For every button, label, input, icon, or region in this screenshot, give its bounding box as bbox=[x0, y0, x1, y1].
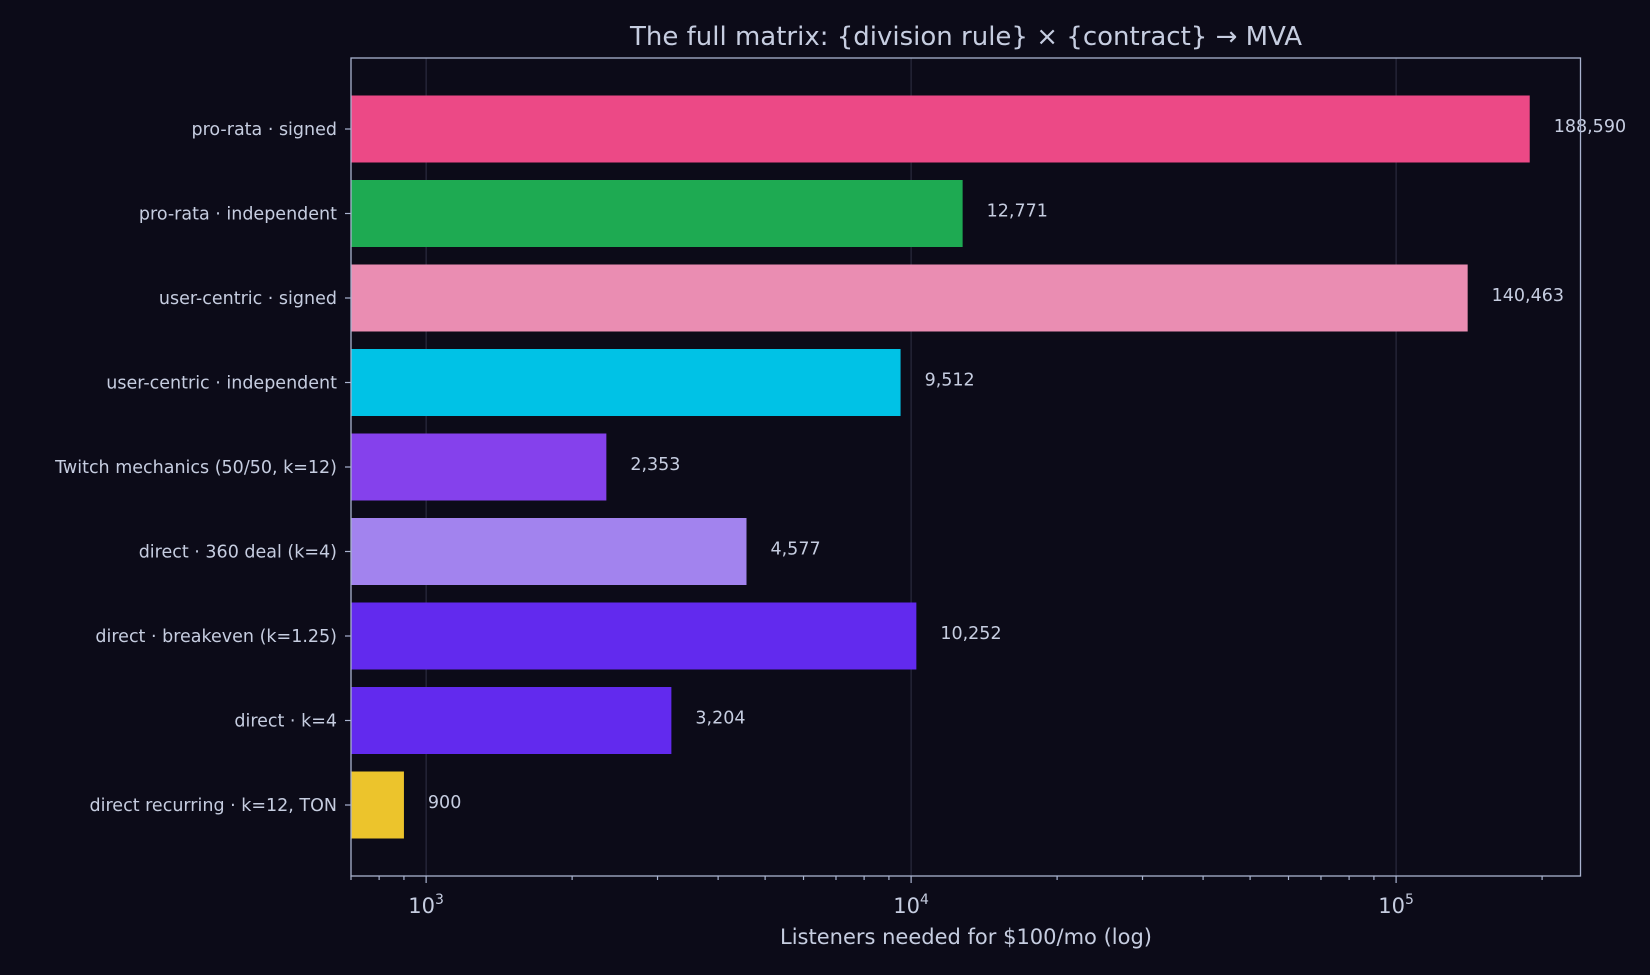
bar bbox=[351, 95, 1530, 163]
bar bbox=[351, 180, 963, 247]
value-label: 900 bbox=[428, 793, 461, 813]
category-label: user-centric · signed bbox=[159, 289, 337, 309]
category-labels: pro-rata · signed pro-rata · independent u… bbox=[54, 120, 351, 816]
value-label: 3,204 bbox=[695, 709, 745, 729]
chart-title: The full matrix: {division rule} × {cont… bbox=[629, 22, 1302, 52]
x-tick-exponent: 5 bbox=[1405, 892, 1414, 908]
category-label: pro-rata · signed bbox=[191, 120, 337, 140]
x-axis-ticks: 103 104 105 bbox=[350, 876, 1543, 918]
category-label: direct recurring · k=12, TON bbox=[90, 796, 337, 816]
category-label: pro-rata · independent bbox=[139, 205, 337, 225]
bars bbox=[351, 95, 1530, 839]
bar bbox=[351, 602, 917, 670]
x-tick-base: 10 bbox=[1378, 894, 1405, 918]
bar bbox=[351, 771, 404, 839]
value-label: 188,590 bbox=[1554, 117, 1626, 137]
x-tick-label: 103 bbox=[408, 892, 444, 918]
value-label: 4,577 bbox=[770, 540, 820, 560]
x-tick-exponent: 3 bbox=[435, 892, 444, 908]
x-tick-base: 10 bbox=[408, 894, 435, 918]
value-label: 10,252 bbox=[940, 624, 1001, 644]
bar bbox=[351, 518, 747, 585]
category-label: user-centric · independent bbox=[106, 374, 337, 394]
value-label: 12,771 bbox=[987, 202, 1048, 222]
category-label: Twitch mechanics (50/50, k=12) bbox=[54, 458, 337, 478]
value-label: 140,463 bbox=[1492, 286, 1564, 306]
category-label: direct · 360 deal (k=4) bbox=[139, 543, 337, 563]
bar bbox=[351, 264, 1468, 332]
category-label: direct · breakeven (k=1.25) bbox=[95, 627, 337, 647]
x-tick-base: 10 bbox=[893, 894, 920, 918]
bar bbox=[351, 433, 607, 501]
plot-frame bbox=[350, 57, 1582, 877]
category-label: direct · k=4 bbox=[234, 712, 337, 732]
x-tick-label: 104 bbox=[893, 892, 929, 918]
x-axis-label: Listeners needed for $100/mo (log) bbox=[780, 925, 1152, 949]
bar bbox=[351, 687, 672, 754]
x-tick-exponent: 4 bbox=[920, 892, 929, 908]
bar bbox=[351, 349, 901, 416]
value-label: 2,353 bbox=[630, 455, 680, 475]
value-labels: 188,590 12,771 140,463 9,512 2,353 4,577 10,25… bbox=[428, 117, 1626, 813]
x-tick-label: 105 bbox=[1378, 892, 1414, 918]
value-label: 9,512 bbox=[925, 371, 975, 391]
